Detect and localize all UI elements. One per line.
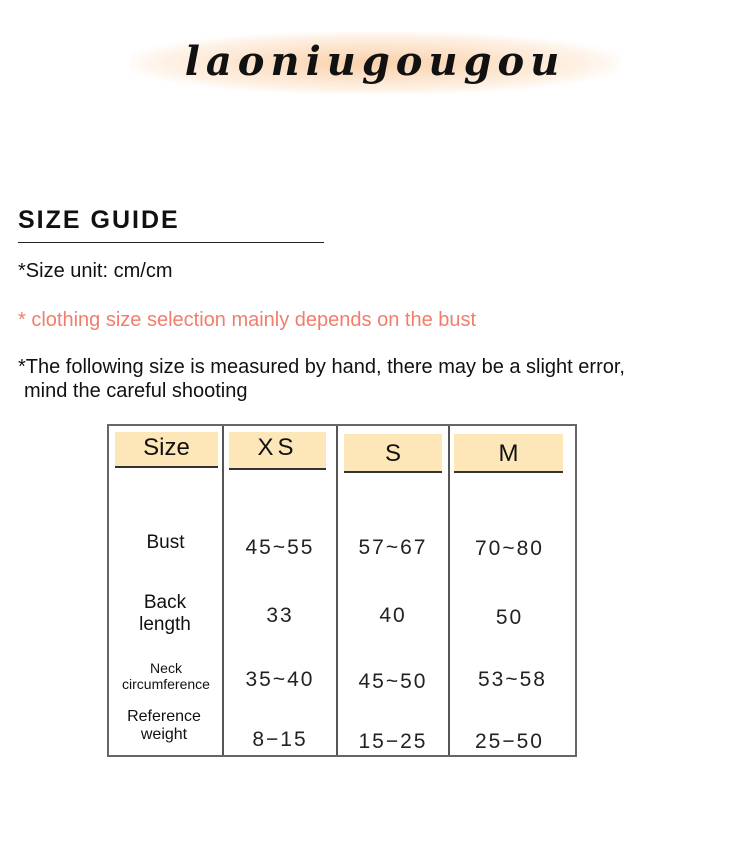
measurement-note-line1: *The following size is measured by hand,… <box>18 356 625 378</box>
column-divider <box>336 426 338 755</box>
cell-neck-xs: 35~40 <box>245 668 315 691</box>
row-label-reference-weight: Reference weight <box>127 708 201 744</box>
row-label-bust: Bust <box>146 532 185 553</box>
column-divider <box>222 426 224 755</box>
cell-back-xs: 33 <box>266 604 294 627</box>
header-s: S <box>344 434 442 473</box>
cell-back-s: 40 <box>379 604 407 627</box>
cell-neck-s: 45~50 <box>358 670 428 693</box>
cell-bust-xs: 45~55 <box>245 536 315 559</box>
cell-weight-s: 15−25 <box>358 730 428 753</box>
cell-bust-s: 57~67 <box>358 536 428 559</box>
title-underline <box>18 242 324 243</box>
header-size: Size <box>115 432 218 468</box>
logo-brush-background <box>130 32 620 94</box>
measurement-note-line2: mind the careful shooting <box>24 380 248 402</box>
header-xs: XS <box>229 432 326 470</box>
size-unit-note: *Size unit: cm/cm <box>18 260 173 282</box>
size-selection-note: * clothing size selection mainly depends… <box>18 309 477 331</box>
cell-back-m: 50 <box>495 606 524 629</box>
row-label-neck-circumference: Neck circumference <box>122 660 210 693</box>
cell-bust-m: 70~80 <box>475 537 544 560</box>
column-divider <box>448 426 450 755</box>
header-m: M <box>454 434 563 473</box>
cell-weight-xs: 8−15 <box>252 728 308 751</box>
size-table: Size XS S M Bust 45~55 57~67 70~80 Back … <box>107 424 577 757</box>
cell-weight-m: 25−50 <box>475 730 544 753</box>
page-title: SIZE GUIDE <box>18 206 180 234</box>
cell-neck-m: 53~58 <box>478 668 547 691</box>
row-label-back-length: Back length <box>139 592 191 635</box>
brand-logo: laoniugougou <box>184 38 566 85</box>
